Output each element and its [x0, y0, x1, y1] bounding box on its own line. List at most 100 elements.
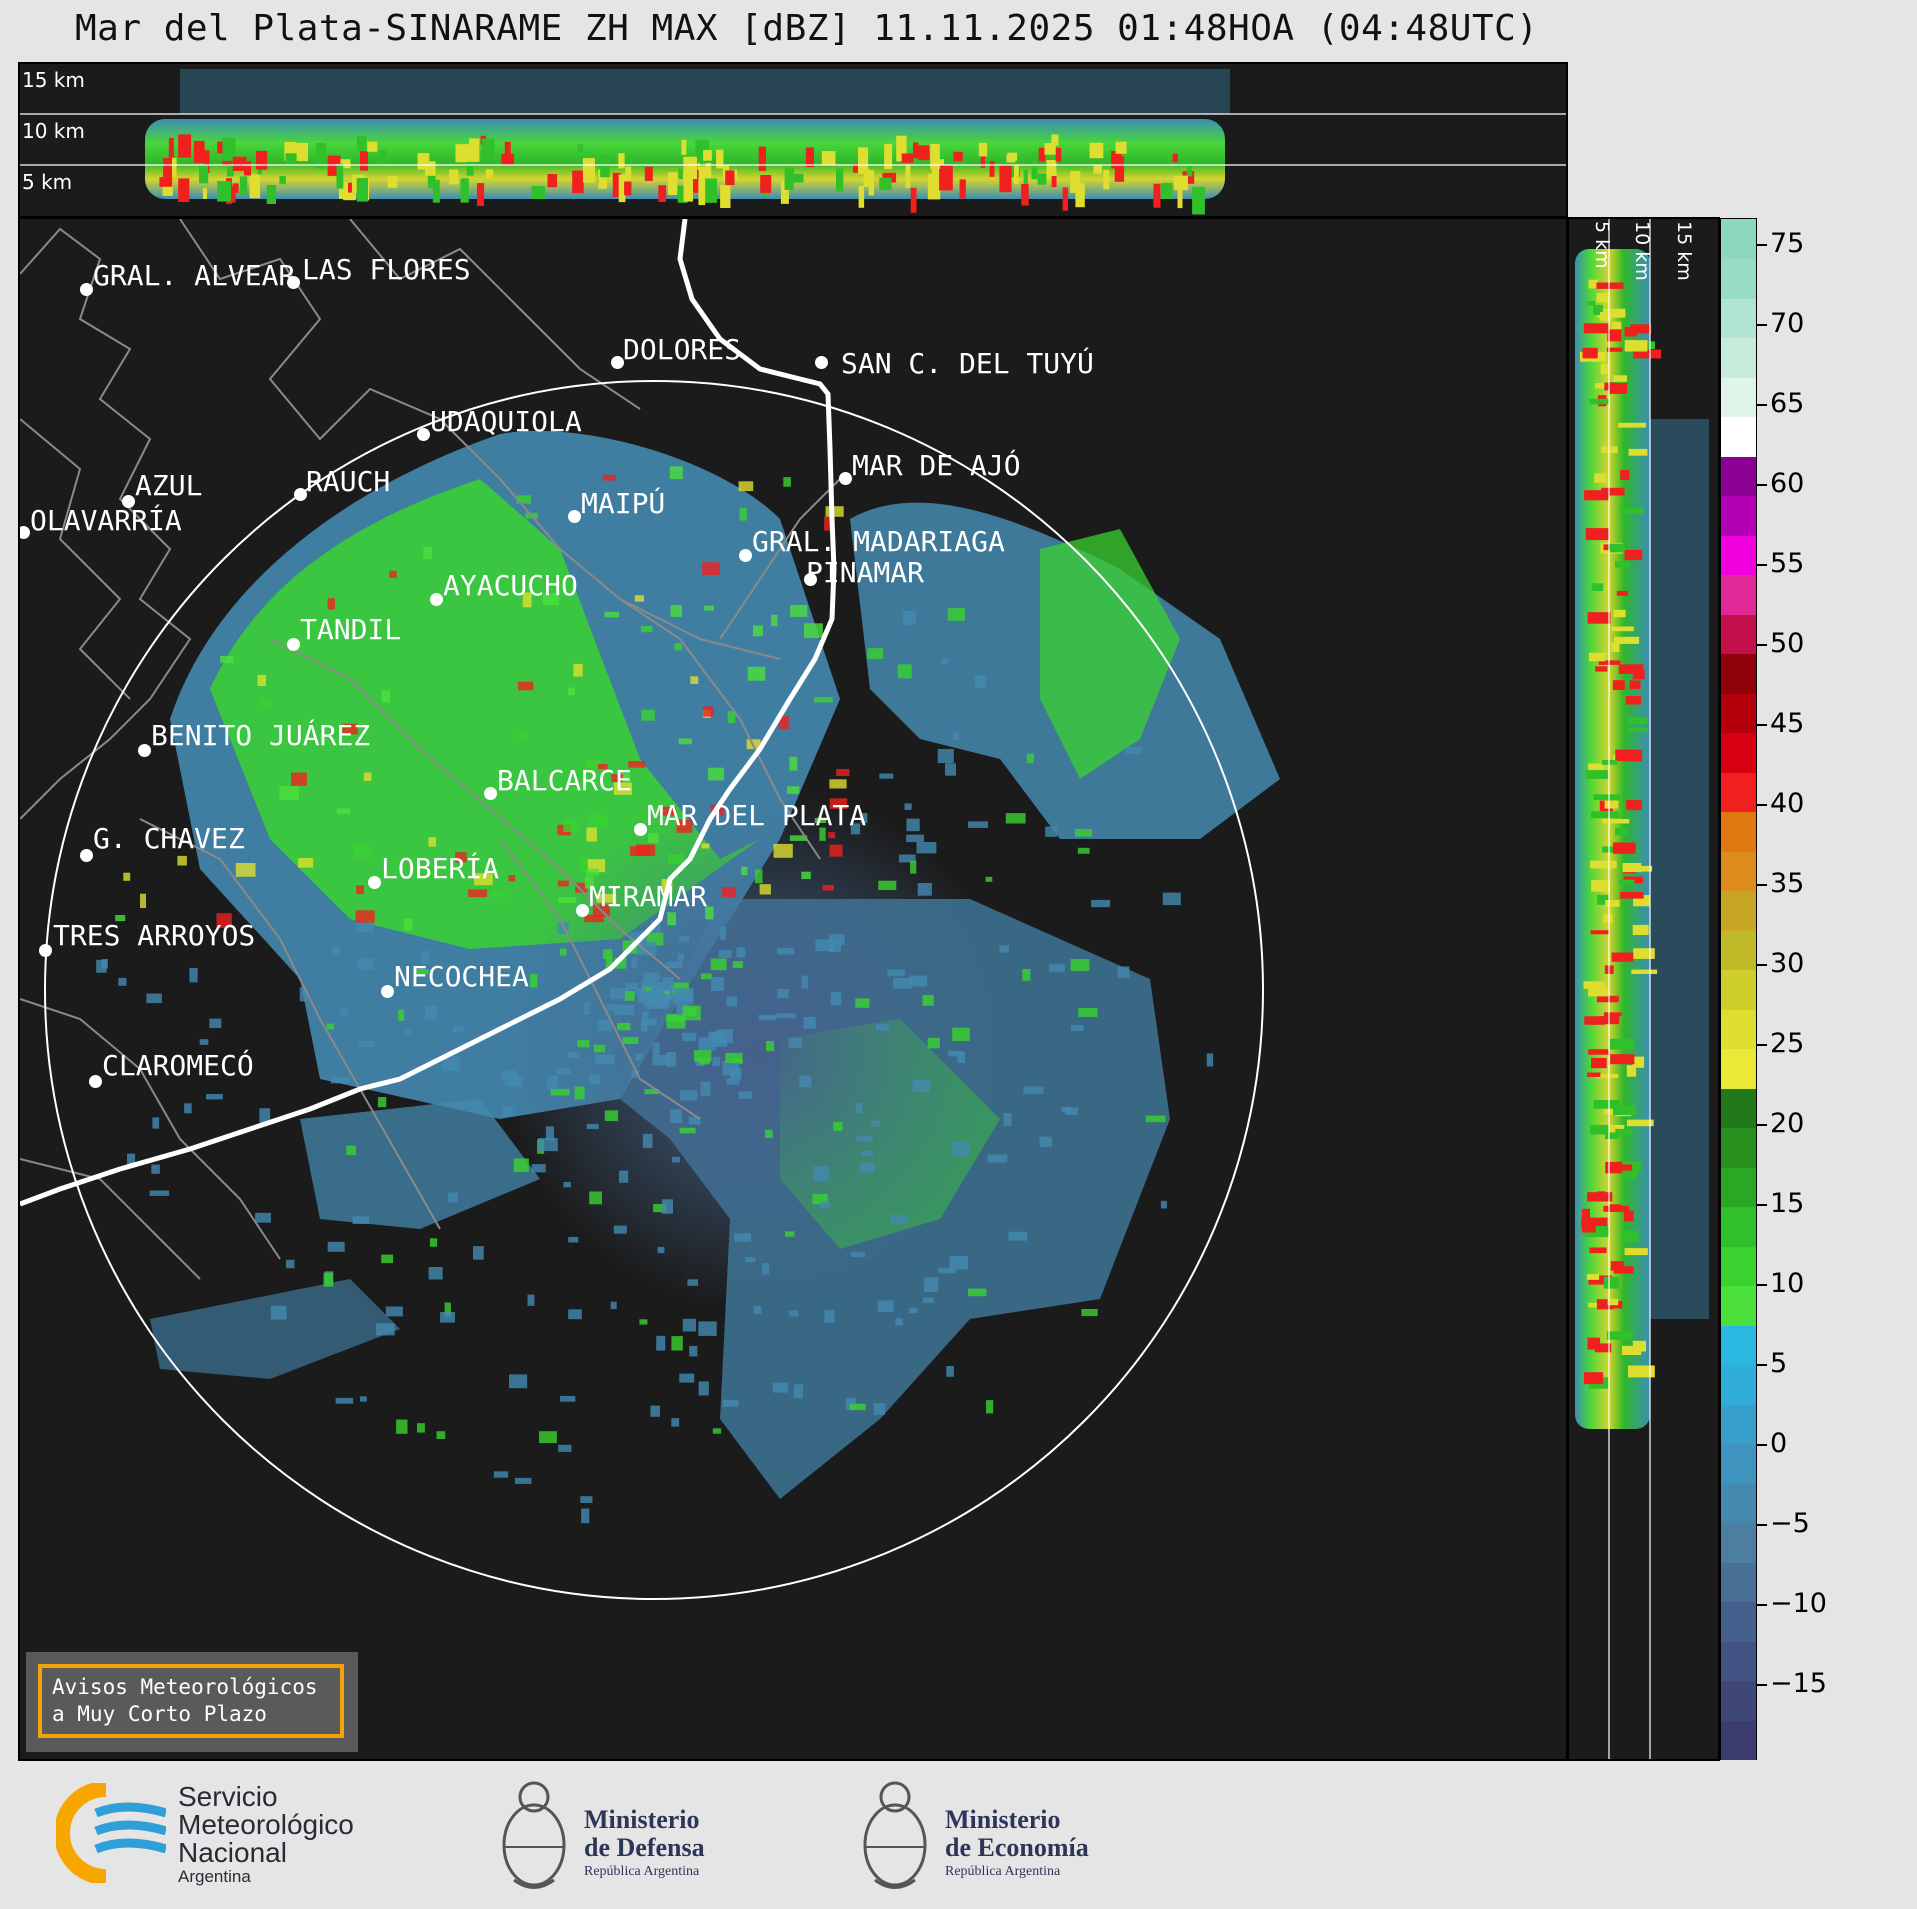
colorbar-segment — [1721, 969, 1756, 1010]
colorbar-tick — [1757, 1684, 1767, 1686]
smn-line-2: Meteorológico — [178, 1809, 354, 1840]
city-marker — [89, 1075, 102, 1088]
defensa-line-3: República Argentina — [584, 1864, 700, 1879]
side-altitude-label-5km: 5 km — [1591, 221, 1613, 269]
city-marker — [839, 472, 852, 485]
economia-logo[interactable]: Ministerio de Economía República Argenti… — [855, 1775, 1115, 1895]
colorbar-tick — [1757, 1524, 1767, 1526]
city-label: RAUCH — [306, 465, 391, 498]
city-marker — [484, 787, 497, 800]
colorbar-tick-label: −10 — [1770, 1588, 1827, 1619]
city-label: BALCARCE — [497, 764, 632, 797]
smn-line-3: Nacional — [178, 1837, 287, 1868]
city-label: MIRAMAR — [589, 880, 708, 913]
colorbar-segment — [1721, 1166, 1756, 1208]
city-label: MAR DE AJÓ — [852, 449, 1021, 482]
altitude-label-10km: 10 km — [22, 119, 85, 143]
colorbar-segment — [1721, 811, 1756, 852]
city-marker — [80, 849, 93, 862]
city-label: BENITO JUÁREZ — [151, 719, 371, 752]
colorbar-segment — [1721, 416, 1756, 457]
colorbar-tick-label: 75 — [1770, 228, 1805, 259]
colorbar-tick — [1757, 1204, 1767, 1206]
city-label: OLAVARRÍA — [30, 504, 182, 537]
altitude-label-5km: 5 km — [22, 170, 73, 194]
colorbar-segment — [1721, 1482, 1756, 1524]
city-marker — [287, 638, 300, 651]
colorbar-tick — [1757, 884, 1767, 886]
warning-box[interactable]: Avisos Meteorológicos a Muy Corto Plazo — [26, 1652, 358, 1752]
city-label: MAR DEL PLATA — [647, 799, 867, 832]
colorbar-segment — [1721, 1324, 1756, 1366]
smn-logo[interactable]: Servicio Meteorológico Nacional Argentin… — [56, 1781, 386, 1886]
city-label: LAS FLORES — [302, 253, 471, 286]
colorbar-segment — [1721, 1522, 1756, 1563]
colorbar-segment — [1721, 1048, 1756, 1089]
defensa-line-2: de Defensa — [584, 1833, 705, 1862]
colorbar-tick-label: 30 — [1770, 948, 1805, 979]
city-marker — [381, 985, 394, 998]
economia-line-1: Ministerio — [945, 1805, 1061, 1834]
top-cross-section-echo — [20, 69, 1566, 215]
colorbar-segment — [1721, 1364, 1756, 1405]
colorbar-segment — [1721, 850, 1756, 892]
warning-box-border: Avisos Meteorológicos a Muy Corto Plazo — [38, 1664, 344, 1738]
colorbar-segment — [1721, 1127, 1756, 1168]
city-label: CLAROMECÓ — [102, 1049, 254, 1082]
side-altitude-label-10km: 10 km — [1631, 221, 1653, 281]
colorbar-tick-label: 70 — [1770, 308, 1805, 339]
radar-map-panel[interactable]: GRAL. ALVEAR LAS FLORES DOLORES SAN C. DEL … — [18, 217, 1568, 1761]
colorbar-segment — [1721, 692, 1756, 734]
colorbar-tick — [1757, 804, 1767, 806]
side-altitude-label-15km: 15 km — [1673, 221, 1695, 281]
colorbar-tick — [1757, 1364, 1767, 1366]
city-label: NECOCHEA — [394, 960, 529, 993]
range-ring — [44, 380, 1264, 1600]
colorbar-segment — [1721, 1008, 1756, 1050]
city-marker — [815, 356, 828, 369]
city-label: UDAQUIOLA — [430, 405, 582, 438]
colorbar-tick-label: 65 — [1770, 388, 1805, 419]
city-label: SAN C. DEL TUYÚ — [841, 347, 1094, 380]
colorbar-tick — [1757, 564, 1767, 566]
colorbar-segment — [1721, 534, 1756, 576]
city-label: GRAL. MADARIAGA — [752, 525, 1005, 558]
colorbar-tick — [1757, 1124, 1767, 1126]
city-marker — [368, 876, 381, 889]
coastline — [20, 219, 837, 1207]
defensa-logo[interactable]: Ministerio de Defensa República Argentin… — [494, 1775, 754, 1895]
city-label: MAIPÚ — [581, 487, 666, 520]
radar-map — [20, 219, 1280, 1600]
colorbar-tick-label: 25 — [1770, 1028, 1805, 1059]
city-label: G. CHAVEZ — [93, 822, 245, 855]
city-label: TRES ARROYOS — [53, 919, 256, 952]
city-marker — [80, 283, 93, 296]
city-marker — [430, 593, 443, 606]
chart-title: Mar del Plata-SINARAME ZH MAX [dBZ] 11.1… — [75, 8, 1539, 49]
colorbar-segment — [1721, 337, 1756, 378]
colorbar-tick-label: 0 — [1770, 1428, 1788, 1459]
colorbar-segment — [1721, 890, 1756, 931]
city-label: GRAL. ALVEAR — [93, 259, 296, 292]
colorbar-segment — [1721, 1601, 1756, 1642]
colorbar-tick — [1757, 644, 1767, 646]
colorbar-tick — [1757, 1604, 1767, 1606]
city-marker — [611, 356, 624, 369]
city-marker — [417, 428, 430, 441]
colorbar-segment — [1721, 1680, 1756, 1721]
colorbar-segment — [1721, 455, 1756, 497]
colorbar-segment — [1721, 929, 1756, 971]
district-boundaries — [20, 219, 841, 1280]
city-marker — [287, 276, 300, 289]
city-marker — [576, 904, 589, 917]
colorbar-segment — [1721, 1403, 1756, 1445]
coat-of-arms-icon — [863, 1781, 927, 1889]
colorbar-segment — [1721, 258, 1756, 299]
colorbar-segment — [1721, 1087, 1756, 1129]
colorbar-tick-label: 20 — [1770, 1108, 1805, 1139]
city-label: TANDIL — [300, 613, 402, 646]
colorbar-segment — [1721, 1285, 1756, 1326]
economia-line-2: de Economía — [945, 1833, 1089, 1862]
side-cross-section-echo — [1575, 219, 1709, 1759]
colorbar-segment — [1721, 1719, 1756, 1760]
